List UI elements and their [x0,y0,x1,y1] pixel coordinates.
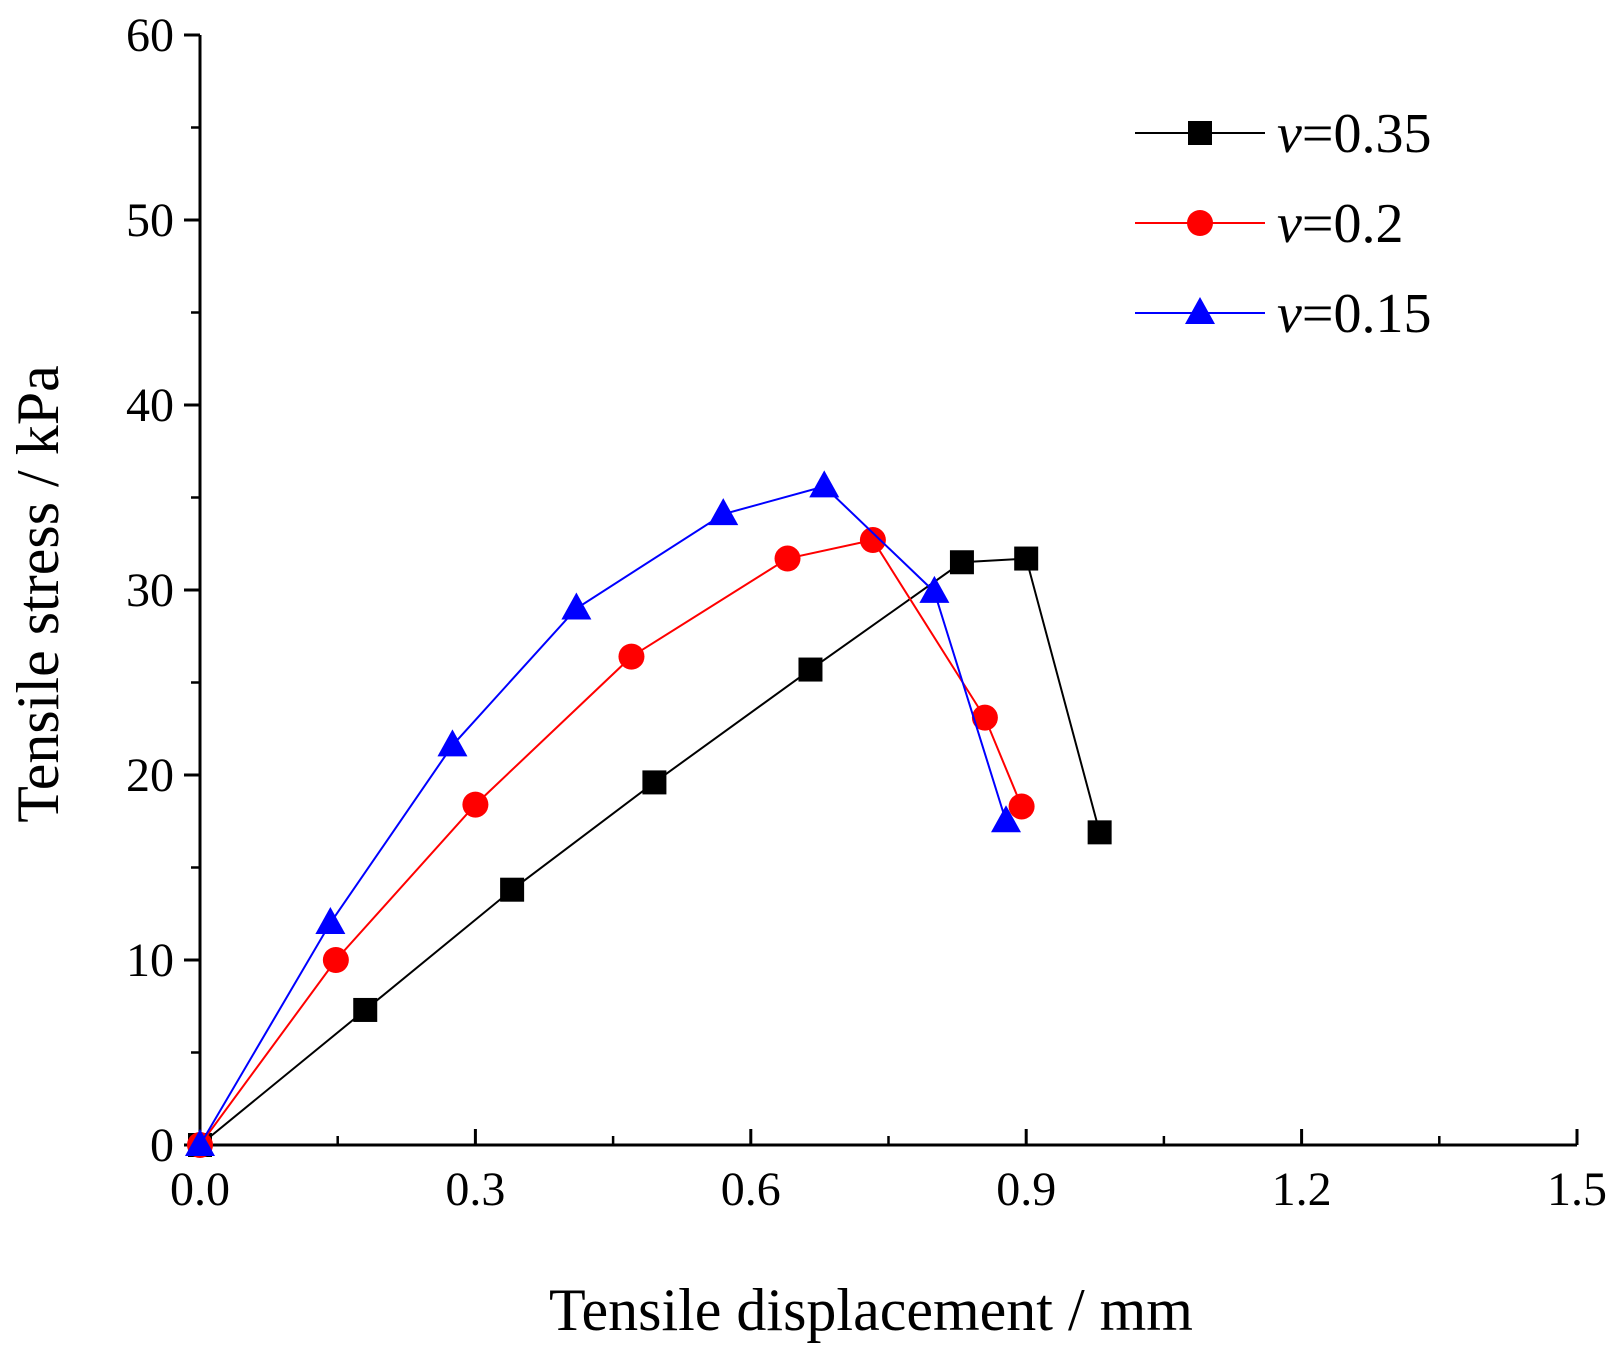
axes: 0.0 0.3 0.6 0.9 1.2 1.5 0 10 20 30 40 50 60 [126,9,1607,1216]
data-point [798,657,823,682]
data-point [1014,546,1039,571]
y-tick-label: 40 [126,379,174,432]
legend-label: v=0.35 [1277,103,1431,165]
data-point [1008,793,1035,820]
x-tick-label: 0.9 [996,1163,1056,1216]
data-point [971,704,998,731]
legend-marker [1187,210,1213,236]
data-point [185,1129,215,1156]
data-point [618,643,645,670]
data-point [949,550,974,575]
legend-marker [1188,121,1212,145]
legend: v=0.35 v=0.2 v=0.15 [1135,103,1431,345]
y-tick-label: 20 [126,749,174,802]
x-tick-label: 1.5 [1547,1163,1607,1216]
series-line [199,485,1007,1146]
data-point [462,791,489,818]
legend-label: v=0.15 [1277,283,1431,345]
legend-item: v=0.15 [1135,283,1431,345]
legend-item: v=0.35 [1135,103,1431,165]
x-tick-label: 0.6 [721,1163,781,1216]
data-point [353,997,378,1022]
data-point [919,575,950,603]
series-circle [187,527,1035,1158]
legend-item: v=0.2 [1135,193,1403,255]
data-point [437,729,468,757]
data-point [561,592,592,620]
data-point [859,527,886,554]
y-tick-label: 10 [126,934,174,987]
x-tick-label: 0.3 [445,1163,505,1216]
y-tick-label: 30 [126,564,174,617]
series-triangle [185,470,1022,1156]
plot-area [185,470,1112,1158]
y-axis-label: Tensile stress / kPa [5,365,71,822]
x-axis-label: Tensile displacement / mm [549,1277,1193,1343]
y-tick-label: 0 [150,1119,174,1172]
data-point [500,877,525,902]
data-point [322,947,349,973]
data-point [315,907,346,934]
data-point [991,805,1022,833]
data-point [708,498,739,526]
series-line [199,538,1023,1146]
data-point [1087,820,1112,845]
y-tick-label: 60 [126,9,174,62]
y-tick-label: 50 [126,194,174,247]
legend-label: v=0.2 [1277,193,1403,255]
x-tick-label: 0.0 [170,1163,230,1216]
data-point [774,545,801,572]
data-point [642,770,667,795]
legend-marker [1185,297,1215,324]
x-tick-label: 1.2 [1272,1163,1332,1216]
data-point [809,470,840,498]
